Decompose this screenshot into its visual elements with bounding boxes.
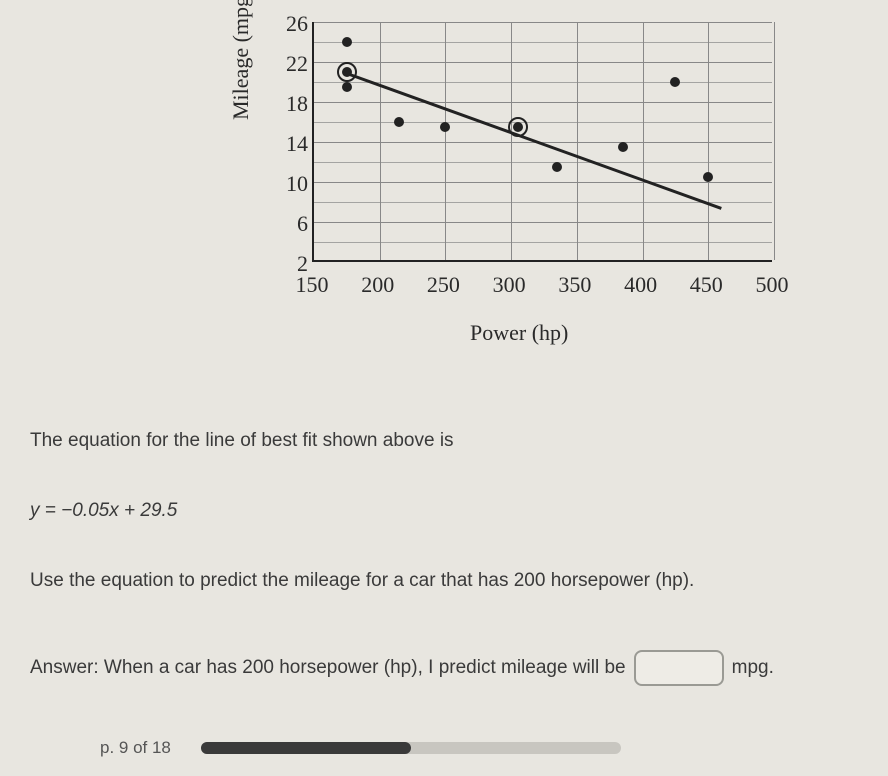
- scatter-chart: Mileage (mpg) 261014182226 1502002503003…: [240, 10, 800, 340]
- data-point: [670, 77, 680, 87]
- data-point: [342, 37, 352, 47]
- x-tick-label: 350: [558, 272, 591, 298]
- answer-suffix: mpg.: [732, 657, 774, 679]
- x-tick-label: 450: [690, 272, 723, 298]
- grid-line: [314, 42, 772, 43]
- grid-line: [314, 162, 772, 163]
- y-tick-label: 26: [268, 11, 308, 37]
- grid-line: [314, 102, 772, 103]
- y-tick-label: 14: [268, 131, 308, 157]
- grid-line: [314, 242, 772, 243]
- progress-bar: [201, 742, 621, 754]
- footer: p. 9 of 18: [100, 738, 621, 758]
- grid-line: [314, 82, 772, 83]
- prompt-text: Use the equation to predict the mileage …: [30, 570, 694, 592]
- grid-line: [708, 22, 709, 260]
- grid-line: [314, 222, 772, 223]
- grid-line: [314, 62, 772, 63]
- data-point: [513, 122, 523, 132]
- data-point: [440, 122, 450, 132]
- x-axis-label: Power (hp): [470, 320, 568, 346]
- plot-area: [312, 22, 772, 262]
- answer-line: Answer: When a car has 200 horsepower (h…: [30, 650, 774, 686]
- y-axis-ticks: 261014182226: [268, 10, 308, 270]
- data-point: [342, 67, 352, 77]
- grid-line: [511, 22, 512, 260]
- answer-input[interactable]: [634, 650, 724, 686]
- grid-line: [314, 22, 772, 23]
- trend-line: [346, 72, 721, 209]
- grid-line: [577, 22, 578, 260]
- data-point: [394, 117, 404, 127]
- x-tick-label: 300: [493, 272, 526, 298]
- x-tick-label: 400: [624, 272, 657, 298]
- x-tick-label: 500: [756, 272, 789, 298]
- data-point: [342, 82, 352, 92]
- grid-line: [774, 22, 775, 260]
- y-tick-label: 22: [268, 51, 308, 77]
- data-point: [618, 142, 628, 152]
- equation-text: y = −0.05x + 29.5: [30, 500, 177, 522]
- grid-line: [380, 22, 381, 260]
- grid-line: [445, 22, 446, 260]
- x-tick-label: 150: [296, 272, 329, 298]
- progress-fill: [201, 742, 411, 754]
- y-axis-label: Mileage (mpg): [228, 0, 254, 120]
- page-indicator: p. 9 of 18: [100, 738, 171, 758]
- intro-text: The equation for the line of best fit sh…: [30, 430, 454, 452]
- data-point: [552, 162, 562, 172]
- y-tick-label: 10: [268, 171, 308, 197]
- x-tick-label: 200: [361, 272, 394, 298]
- grid-line: [314, 182, 772, 183]
- answer-prefix: Answer: When a car has 200 horsepower (h…: [30, 657, 626, 679]
- grid-line: [314, 122, 772, 123]
- x-tick-label: 250: [427, 272, 460, 298]
- data-point: [703, 172, 713, 182]
- grid-line: [643, 22, 644, 260]
- y-tick-label: 6: [268, 211, 308, 237]
- y-tick-label: 18: [268, 91, 308, 117]
